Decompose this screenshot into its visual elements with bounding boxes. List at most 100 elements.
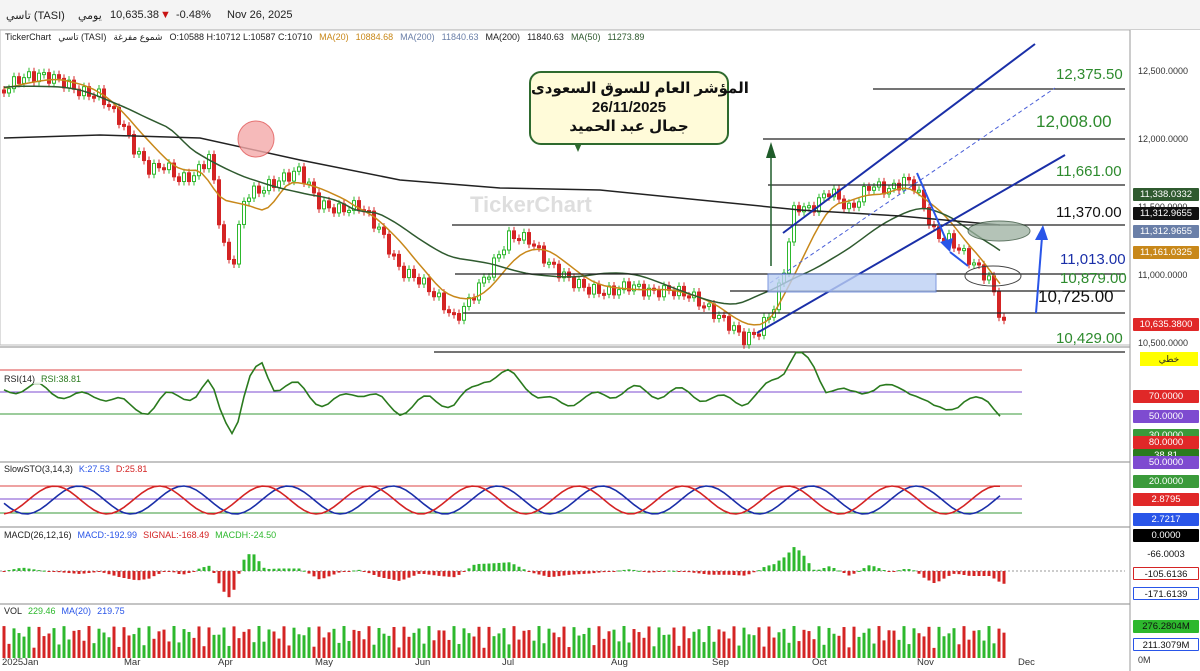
candle (582, 279, 586, 288)
x-tick: Dec (1018, 657, 1035, 668)
interval-label[interactable]: يومي (78, 10, 102, 22)
macd-title: MACD(26,12,16) MACD:-192.99 SIGNAL:-168.49… (4, 530, 283, 540)
ma200b-value: 11840.63 (527, 32, 564, 42)
annotation-callout[interactable]: المؤشر العام للسوق السعودى 26/11/2025 جم… (529, 71, 749, 145)
symbol-name[interactable]: تاسي (TASI) (6, 10, 65, 22)
ma200b-label[interactable]: MA(200) (485, 32, 521, 42)
candle (517, 238, 521, 242)
macd-bar (77, 571, 81, 574)
candle (202, 164, 206, 170)
volume-bar (577, 635, 581, 658)
candle (897, 182, 901, 191)
macd-bar (382, 571, 386, 578)
macd-bar (812, 569, 816, 571)
macd-bar (817, 569, 821, 571)
volume-bar (972, 630, 976, 658)
ma20-label[interactable]: MA(20) (319, 32, 349, 42)
candle (167, 162, 171, 171)
volume-bar (567, 647, 571, 658)
macd-bar (612, 571, 616, 572)
macd-bar (287, 568, 291, 571)
macd-bar (342, 571, 346, 572)
volume-bar (837, 635, 841, 658)
volume-bar (752, 635, 756, 658)
volume-bar (957, 644, 961, 658)
candle (697, 291, 701, 307)
candle (237, 223, 241, 265)
volume-bar (342, 626, 346, 658)
macd-bar (422, 571, 426, 574)
candle (762, 317, 766, 336)
ma200a-label[interactable]: MA(200) (400, 32, 435, 42)
candle (12, 76, 16, 90)
volume-bar (697, 629, 701, 658)
candle (287, 172, 291, 182)
down-arrow-icon: ▼ (160, 9, 171, 21)
x-tick: Aug (611, 657, 628, 668)
x-tick: Oct (812, 657, 827, 668)
candle (622, 281, 626, 291)
candle (752, 331, 756, 335)
volume-bar (747, 634, 751, 658)
macd-bar (242, 559, 246, 571)
candle (372, 210, 376, 229)
macd-bar (347, 571, 351, 572)
volume-bar (822, 644, 826, 658)
volume-bar (77, 630, 81, 658)
candle (307, 181, 311, 185)
candle (727, 316, 731, 331)
volume-bar (217, 634, 221, 658)
candle (552, 261, 556, 265)
candle (627, 281, 631, 292)
x-tick: Jun (415, 657, 431, 668)
volume-bar (147, 626, 151, 658)
candle (902, 176, 906, 191)
candle (212, 154, 216, 181)
volume-bar (122, 627, 126, 658)
price-tick: 11,000.0000 (1138, 270, 1188, 280)
candle (477, 282, 481, 301)
macd-bar (732, 571, 736, 575)
macd-bar (877, 568, 881, 571)
volume-bar (92, 643, 96, 658)
volume-bar (582, 633, 586, 658)
macd-bar (667, 570, 671, 572)
volume-bar (942, 636, 946, 658)
macd-bar (872, 566, 876, 571)
volume-bar (652, 646, 656, 658)
stoch-k-label: 2.7217 (1133, 513, 1199, 526)
candle (852, 202, 856, 208)
price-tick: 10,500.0000 (1138, 338, 1189, 348)
watermark: TickerChart (470, 192, 592, 217)
macd-bar (302, 570, 306, 572)
candle (657, 289, 661, 298)
macd-bar (462, 571, 466, 572)
candle (412, 268, 416, 278)
volume-bar (692, 631, 696, 658)
volume-bar (307, 627, 311, 658)
line-mode-badge[interactable]: خطي (1140, 352, 1198, 366)
macd-bar (102, 571, 106, 573)
macd-bar (252, 554, 256, 571)
chart-canvas[interactable] (0, 30, 1200, 671)
candle (967, 248, 971, 265)
macd-bar (917, 571, 921, 574)
volume-bar (937, 626, 941, 658)
chart-info-bar: TickerChart تاسي (TASI) شموع مفرغة O:10588 … (0, 32, 1130, 46)
candle (647, 287, 651, 297)
x-tick: May (315, 657, 333, 668)
macd-bar (672, 570, 676, 572)
panel-borders (0, 30, 1131, 671)
volume-bar (647, 626, 651, 658)
macd-bar (532, 571, 536, 574)
chart-type-label[interactable]: شموع مفرغة (113, 32, 163, 42)
candle (382, 226, 386, 235)
ma50-label[interactable]: MA(50) (570, 32, 601, 42)
volume-bar (962, 626, 966, 658)
macd-bar (792, 547, 796, 571)
volume-bar (227, 645, 231, 658)
volume-bar (587, 627, 591, 658)
volume-bar (117, 646, 121, 658)
ma20-price-label: 11,161.0325 (1133, 246, 1199, 259)
macd-bar (552, 571, 556, 577)
